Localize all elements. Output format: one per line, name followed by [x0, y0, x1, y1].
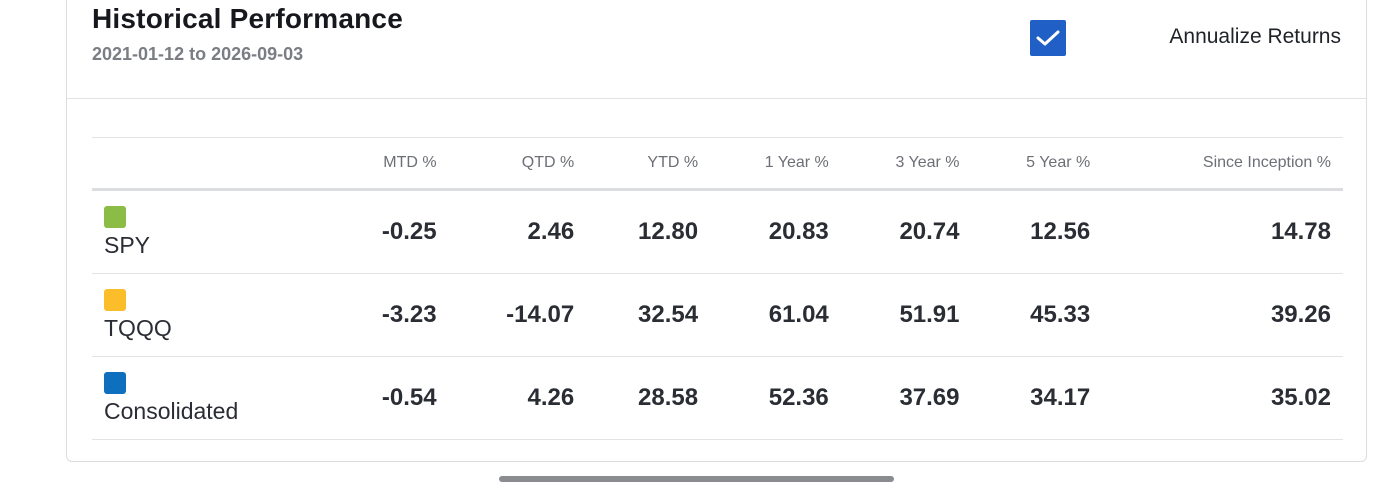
value-since-inception: 39.26: [1102, 273, 1343, 357]
column-header-3-year: 3 Year %: [840, 137, 972, 191]
value-qtd: 4.26: [448, 356, 587, 440]
row-name-cell: TQQQ: [92, 273, 334, 357]
color-swatch-icon: [104, 205, 126, 228]
annualize-returns-checkbox[interactable]: [1030, 20, 1066, 56]
annualize-returns-label[interactable]: Annualize Returns: [1169, 25, 1341, 48]
value-ytd: 28.58: [586, 356, 711, 440]
value-3-year: 37.69: [840, 356, 972, 440]
column-header-mtd: MTD %: [334, 137, 449, 191]
holding-name: SPY: [104, 231, 151, 258]
value-mtd: -3.23: [334, 273, 449, 357]
date-range: 2021-01-12 to 2026-09-03: [92, 44, 304, 64]
performance-table: MTD % QTD % YTD % 1 Year % 3 Year % 5 Ye…: [92, 137, 1343, 440]
value-qtd: -14.07: [448, 273, 587, 357]
value-5-year: 12.56: [971, 189, 1103, 274]
value-ytd: 12.80: [586, 189, 711, 274]
column-header-ytd: YTD %: [586, 137, 711, 191]
checkmark-icon: [1036, 30, 1060, 46]
row-name-cell: Consolidated: [92, 356, 334, 440]
value-since-inception: 35.02: [1102, 356, 1343, 440]
holding-name: TQQQ: [104, 314, 172, 341]
value-mtd: -0.25: [334, 189, 449, 274]
value-qtd: 2.46: [448, 189, 587, 274]
card-header: Historical Performance 2021-01-12 to 202…: [67, 1, 1366, 99]
historical-performance-card: Historical Performance 2021-01-12 to 202…: [66, 0, 1367, 462]
column-header-1-year: 1 Year %: [710, 137, 841, 191]
value-ytd: 32.54: [586, 273, 711, 357]
value-1-year: 20.83: [710, 189, 841, 274]
home-indicator[interactable]: [499, 476, 894, 482]
row-name-cell: SPY: [92, 189, 334, 274]
value-3-year: 51.91: [840, 273, 972, 357]
table-row: SPY -0.25 2.46 12.80 20.83 20.74 12.56 1…: [92, 189, 1343, 274]
column-header-name: [92, 137, 334, 191]
color-swatch-icon: [104, 288, 126, 311]
page-title: Historical Performance: [92, 3, 403, 34]
value-5-year: 45.33: [971, 273, 1103, 357]
column-header-5-year: 5 Year %: [971, 137, 1103, 191]
table-row: TQQQ -3.23 -14.07 32.54 61.04 51.91 45.3…: [92, 273, 1343, 357]
value-mtd: -0.54: [334, 356, 449, 440]
value-since-inception: 14.78: [1102, 189, 1343, 274]
value-5-year: 34.17: [971, 356, 1103, 440]
column-header-since-inception: Since Inception %: [1102, 137, 1343, 191]
value-1-year: 52.36: [710, 356, 841, 440]
holding-name: Consolidated: [104, 397, 239, 424]
color-swatch-icon: [104, 371, 126, 394]
column-header-qtd: QTD %: [448, 137, 587, 191]
value-1-year: 61.04: [710, 273, 841, 357]
table-row: Consolidated -0.54 4.26 28.58 52.36 37.6…: [92, 356, 1343, 440]
value-3-year: 20.74: [840, 189, 972, 274]
table-header-row: MTD % QTD % YTD % 1 Year % 3 Year % 5 Ye…: [92, 137, 1343, 191]
